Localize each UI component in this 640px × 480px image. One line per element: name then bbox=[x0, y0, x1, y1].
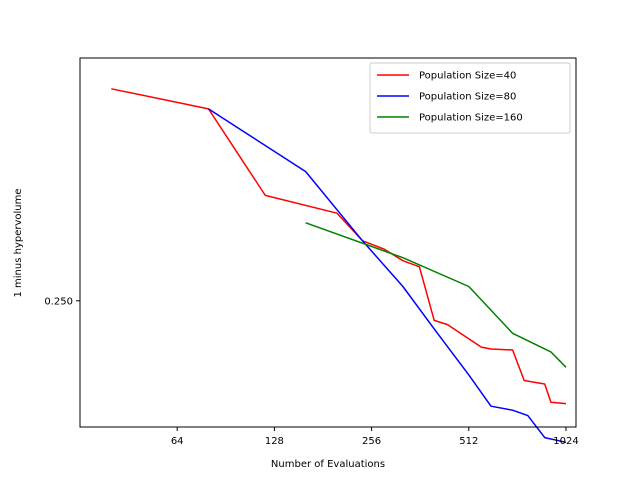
x-tick-label: 1024 bbox=[553, 436, 578, 447]
legend-box bbox=[369, 62, 571, 134]
series-layer bbox=[111, 88, 567, 444]
y-axis-ticks: 0.250 bbox=[44, 296, 80, 307]
x-tick-label: 128 bbox=[265, 436, 284, 447]
y-tick-label: 0.250 bbox=[44, 296, 73, 307]
legend-label-1: Population Size=40 bbox=[419, 71, 516, 82]
series-line-1 bbox=[111, 88, 567, 405]
x-tick-label: 512 bbox=[459, 436, 478, 447]
plot-frame bbox=[79, 57, 577, 428]
series-line-2 bbox=[208, 108, 567, 444]
legend-label-3: Population Size=160 bbox=[419, 113, 523, 124]
x-tick-label: 64 bbox=[171, 436, 184, 447]
x-axis-ticks: 64 128 256 512 1024 bbox=[171, 427, 579, 447]
series-line-3 bbox=[305, 222, 567, 368]
x-axis-label: Number of Evaluations bbox=[271, 459, 385, 470]
legend-label-2: Population Size=80 bbox=[419, 92, 516, 103]
x-tick-label: 256 bbox=[362, 436, 381, 447]
y-axis-label: 1 minus hypervolume bbox=[13, 188, 24, 297]
legend: Population Size=40 Population Size=80 Popu… bbox=[369, 62, 571, 134]
